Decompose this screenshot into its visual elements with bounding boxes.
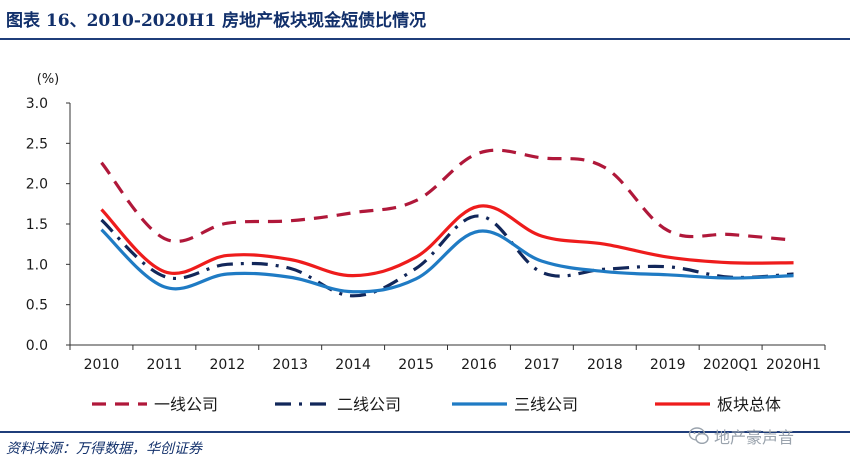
series-line-1 [100, 148, 794, 243]
x-tick-label: 2020Q1 [703, 357, 759, 373]
x-tick-label: 2010 [84, 357, 120, 373]
y-tick-label: 0.0 [26, 338, 48, 354]
line-chart: 0.0 0.5 1.0 1.5 2.0 2.5 3.0 (%) 2010 2011 2012 2013… [26, 72, 826, 414]
series-line-2 [100, 214, 794, 298]
x-tick-label: 2011 [147, 357, 183, 373]
x-tick-label: 2018 [587, 357, 623, 373]
y-tick-label: 1.0 [26, 257, 48, 273]
y-tick-label: 0.5 [26, 298, 48, 314]
y-axis-unit: (%) [37, 72, 60, 87]
x-tick-label: 2020H1 [766, 357, 821, 373]
footer-rule [0, 431, 850, 433]
x-tick-label: 2015 [398, 357, 434, 373]
x-tick-label: 2014 [335, 357, 371, 373]
series-line-4 [100, 204, 794, 278]
y-tick-label: 1.5 [26, 217, 48, 233]
legend-label-3: 三线公司 [514, 395, 578, 414]
series-line-3 [100, 228, 794, 294]
source-note: 资料来源：万得数据，华创证券 [6, 441, 202, 457]
watermark-text: 地产豪声音 [714, 428, 795, 447]
x-tick-label: 2017 [524, 357, 560, 373]
y-tick-label: 3.0 [26, 96, 48, 112]
wechat-icon [688, 427, 709, 445]
x-tick-label: 2012 [209, 357, 245, 373]
legend-label-4: 板块总体 [717, 395, 781, 414]
title-rule [0, 38, 850, 40]
legend-label-2: 二线公司 [337, 395, 401, 414]
x-tick-label: 2016 [461, 357, 497, 373]
figure-title: 图表 16、2010-2020H1 房地产板块现金短债比情况 [6, 11, 427, 31]
x-tick-label: 2013 [272, 357, 308, 373]
watermark: 地产豪声音 [688, 424, 794, 448]
x-tick-label: 2019 [650, 357, 686, 373]
y-tick-label: 2.5 [26, 136, 48, 152]
y-tick-label: 2.0 [26, 177, 48, 193]
legend-label-1: 一线公司 [154, 395, 218, 414]
